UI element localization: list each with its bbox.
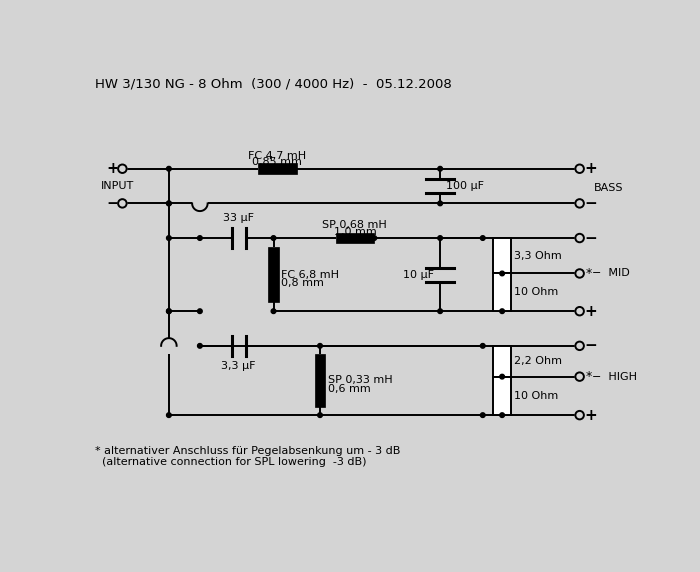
Circle shape [372, 236, 377, 240]
Circle shape [167, 201, 172, 206]
Circle shape [480, 413, 485, 418]
Circle shape [318, 413, 322, 418]
Bar [493, 273, 512, 311]
Circle shape [438, 166, 442, 171]
Circle shape [575, 372, 584, 381]
Text: +: + [584, 161, 597, 176]
Text: +: + [584, 304, 597, 319]
Text: 10 μF: 10 μF [403, 269, 434, 280]
Circle shape [167, 201, 172, 206]
Text: +: + [584, 408, 597, 423]
Text: 10 Ohm: 10 Ohm [514, 287, 558, 297]
Bar [335, 233, 375, 244]
Circle shape [438, 236, 442, 240]
Circle shape [575, 165, 584, 173]
Text: (alternative connection for SPL lowering  -3 dB): (alternative connection for SPL lowering… [95, 456, 367, 467]
Text: 2,2 Ohm: 2,2 Ohm [514, 356, 561, 366]
Bar [258, 164, 297, 174]
Text: −: − [584, 339, 597, 353]
Text: 0,6 mm: 0,6 mm [328, 384, 370, 394]
Circle shape [500, 309, 505, 313]
Text: SP 0,33 mH: SP 0,33 mH [328, 375, 393, 386]
Circle shape [438, 309, 442, 313]
Circle shape [167, 413, 172, 418]
Bar [493, 238, 512, 273]
Text: INPUT: INPUT [101, 181, 134, 191]
Circle shape [575, 307, 584, 315]
Circle shape [500, 413, 505, 418]
Circle shape [118, 165, 127, 173]
Text: SP 0,68 mH: SP 0,68 mH [323, 220, 387, 231]
Circle shape [480, 236, 485, 240]
Text: 33 μF: 33 μF [223, 213, 254, 223]
Text: +: + [106, 161, 119, 176]
Circle shape [480, 344, 485, 348]
Circle shape [500, 271, 505, 276]
Circle shape [197, 236, 202, 240]
Text: 1,0 mm: 1,0 mm [333, 227, 377, 236]
Bar [315, 353, 325, 407]
Circle shape [167, 236, 172, 240]
Text: FC 4,7 mH: FC 4,7 mH [248, 151, 307, 161]
Circle shape [575, 411, 584, 419]
Text: *: * [586, 370, 592, 383]
Circle shape [167, 166, 172, 171]
Text: HW 3/130 NG - 8 Ohm  (300 / 4000 Hz)  -  05.12.2008: HW 3/130 NG - 8 Ohm (300 / 4000 Hz) - 05… [95, 78, 452, 91]
Text: * alternativer Anschluss für Pegelabsenkung um - 3 dB: * alternativer Anschluss für Pegelabsenk… [95, 446, 400, 456]
Text: −: − [584, 231, 597, 245]
Circle shape [167, 309, 172, 313]
Bar [269, 247, 279, 302]
Text: −  MID: − MID [592, 268, 630, 279]
Circle shape [271, 309, 276, 313]
Circle shape [197, 309, 202, 313]
Circle shape [438, 201, 442, 206]
Text: 0,8 mm: 0,8 mm [281, 278, 324, 288]
Bar [493, 346, 512, 376]
Circle shape [575, 199, 584, 208]
Circle shape [197, 344, 202, 348]
Circle shape [118, 199, 127, 208]
Text: −  HIGH: − HIGH [592, 372, 637, 382]
Text: 0,85 mm: 0,85 mm [253, 157, 302, 167]
Text: 100 μF: 100 μF [447, 181, 484, 191]
Circle shape [167, 309, 172, 313]
Bar [493, 376, 512, 415]
Text: *: * [586, 267, 592, 280]
Text: FC 6,8 mH: FC 6,8 mH [281, 269, 340, 280]
Circle shape [500, 374, 505, 379]
Text: −: − [106, 196, 119, 211]
Text: −: − [584, 196, 597, 211]
Text: 3,3 μF: 3,3 μF [221, 362, 256, 371]
Circle shape [575, 234, 584, 243]
Circle shape [271, 236, 276, 240]
Circle shape [318, 344, 322, 348]
Text: 3,3 Ohm: 3,3 Ohm [514, 251, 561, 261]
Circle shape [575, 269, 584, 277]
Text: BASS: BASS [594, 182, 623, 193]
Circle shape [575, 341, 584, 350]
Text: 10 Ohm: 10 Ohm [514, 391, 558, 401]
